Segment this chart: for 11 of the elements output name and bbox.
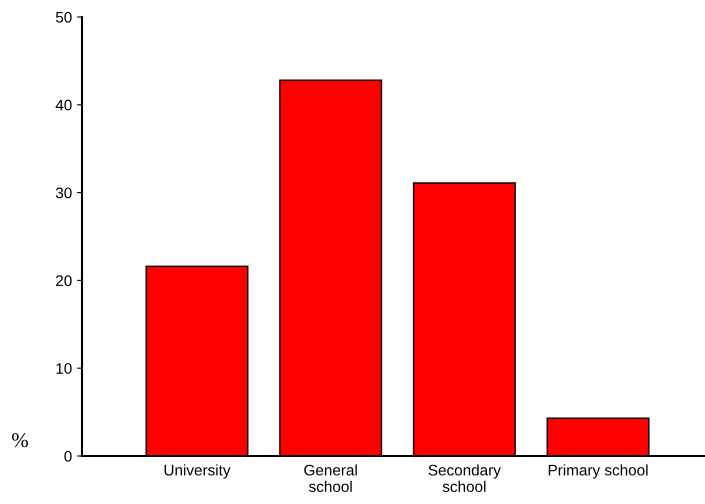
y-tick-label: 30 [56, 187, 72, 198]
y-tick-label: 40 [56, 100, 72, 110]
y-tick-label: 0 [64, 450, 72, 462]
x-tick-label: General school [304, 464, 357, 492]
x-tick-label: Secondary school [428, 464, 501, 492]
y-tick-label: 10 [56, 363, 72, 374]
y-tick-label: 50 [56, 12, 72, 23]
y-axis-title: % [12, 433, 28, 448]
y-tick-label: 20 [56, 275, 72, 286]
x-tick-label: University [164, 464, 230, 479]
x-tick-label: Primary school [548, 464, 648, 479]
